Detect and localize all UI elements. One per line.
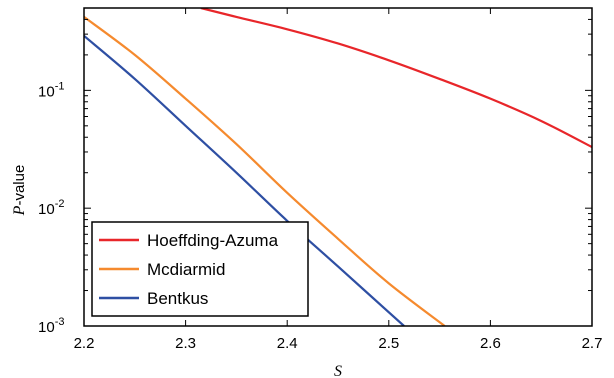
y-tick-base: 10	[38, 201, 55, 218]
x-tick-label: 2.5	[378, 335, 399, 352]
y-axis-label-suffix: -value	[11, 165, 28, 206]
x-tick-label: 2.2	[74, 335, 95, 352]
x-tick-label: 2.3	[175, 335, 196, 352]
x-axis-label: S	[334, 363, 342, 378]
y-tick-labels: 10-310-210-1	[38, 80, 64, 336]
legend-label: Bentkus	[147, 289, 208, 308]
legend-label: Mcdiarmid	[147, 260, 225, 279]
y-tick-exponent: -1	[55, 80, 65, 92]
y-tick-label: 10-1	[38, 80, 64, 100]
plot-lines	[84, 8, 592, 326]
x-tick-label: 2.7	[582, 335, 603, 352]
y-tick-base: 10	[38, 319, 55, 336]
x-tick-label: 2.6	[480, 335, 501, 352]
y-axis-label-var: P	[11, 205, 28, 216]
y-tick-label: 10-3	[38, 316, 64, 336]
x-tick-label: 2.4	[277, 335, 298, 352]
legend-label: Hoeffding-Azuma	[147, 231, 279, 250]
series-line-mcdiarmid	[84, 16, 446, 326]
series-line-bentkus	[84, 35, 405, 326]
plot-frame	[83, 7, 593, 327]
y-tick-label: 10-2	[38, 198, 64, 218]
y-tick-exponent: -3	[55, 316, 65, 328]
axis-ticks	[83, 7, 593, 327]
x-tick-labels: 2.2 2.3 2.4 2.5 2.6 2.7	[74, 335, 603, 352]
y-tick-base: 10	[38, 83, 55, 100]
series-line-hoeffding-azuma	[200, 8, 592, 149]
legend: Hoeffding-Azuma Mcdiarmid Bentkus	[91, 221, 309, 317]
y-tick-exponent: -2	[55, 198, 65, 210]
y-axis-label: P-value	[11, 165, 28, 217]
